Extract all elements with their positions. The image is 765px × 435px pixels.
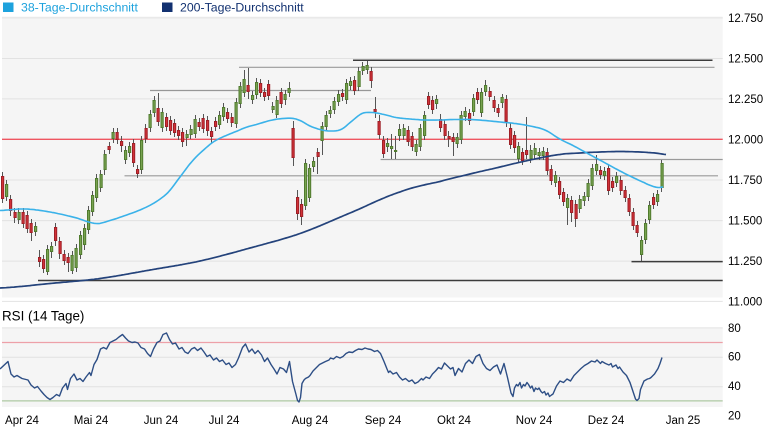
svg-text:11.000: 11.000 (728, 297, 762, 309)
svg-text:40: 40 (728, 381, 741, 393)
svg-text:11.250: 11.250 (728, 256, 762, 268)
svg-text:200-Tage-Durchschnitt: 200-Tage-Durchschnitt (180, 1, 304, 15)
svg-text:12.500: 12.500 (728, 54, 763, 66)
svg-text:Jan 25: Jan 25 (666, 415, 701, 427)
svg-text:80: 80 (728, 323, 741, 335)
svg-text:11.500: 11.500 (728, 216, 762, 228)
svg-text:Sep 24: Sep 24 (365, 415, 402, 427)
svg-text:20: 20 (728, 410, 741, 422)
svg-text:Dez 24: Dez 24 (588, 415, 625, 427)
svg-text:Jul 24: Jul 24 (209, 415, 240, 427)
svg-text:12.250: 12.250 (728, 94, 763, 106)
svg-text:RSI (14 Tage): RSI (14 Tage) (2, 309, 84, 324)
svg-text:38-Tage-Durchschnitt: 38-Tage-Durchschnitt (21, 1, 138, 15)
svg-text:Jun 24: Jun 24 (144, 415, 179, 427)
svg-text:Apr 24: Apr 24 (5, 415, 39, 427)
svg-text:12.750: 12.750 (728, 13, 763, 25)
svg-text:Okt 24: Okt 24 (437, 415, 471, 427)
svg-text:12.000: 12.000 (728, 134, 763, 146)
svg-text:11.750: 11.750 (728, 175, 762, 187)
svg-text:60: 60 (728, 352, 741, 364)
svg-text:Mai 24: Mai 24 (74, 415, 109, 427)
svg-text:Aug 24: Aug 24 (292, 415, 329, 427)
svg-text:Nov 24: Nov 24 (516, 415, 553, 427)
